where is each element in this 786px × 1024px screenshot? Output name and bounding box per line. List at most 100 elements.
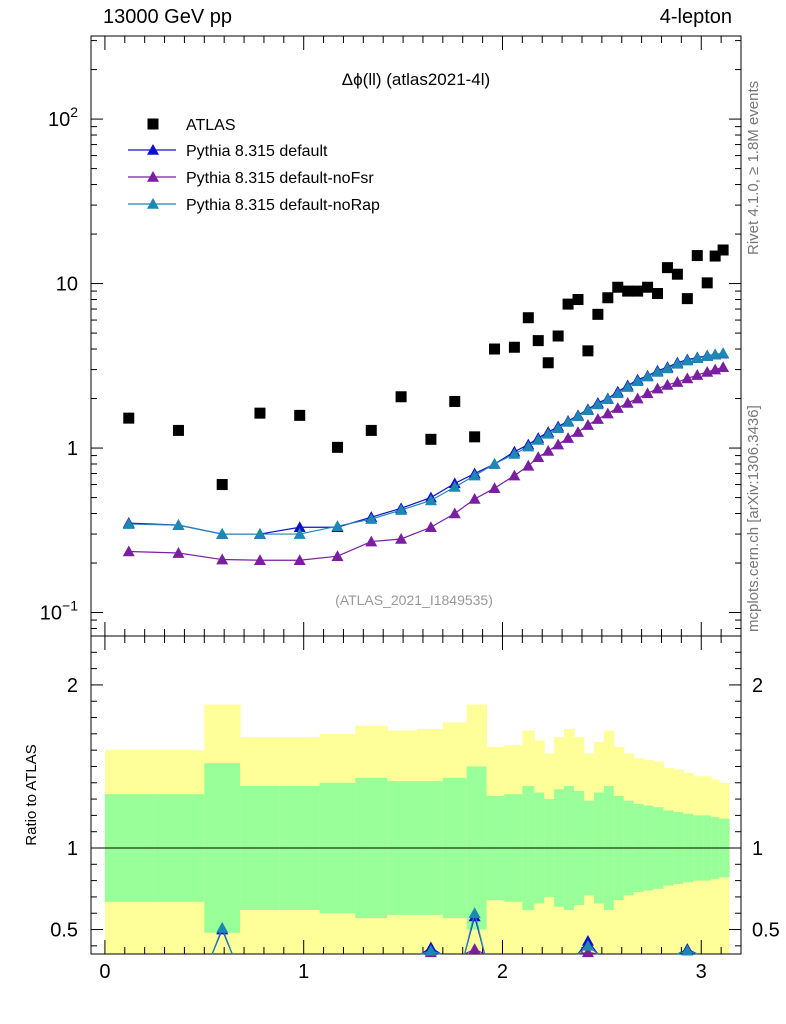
ratio-line: [464, 913, 476, 955]
data-point: [717, 244, 729, 256]
data-point: [488, 457, 501, 469]
x-axis: 0 1 2 3: [99, 36, 742, 983]
legend-marker: [147, 171, 159, 182]
ratio-y-tick-label: 1: [67, 838, 78, 860]
data-point: [701, 277, 713, 289]
ratio-y-tick-label-right: 0.5: [752, 920, 780, 942]
data-point: [395, 391, 407, 403]
x-tick-label: 3: [696, 961, 707, 983]
data-point: [122, 545, 135, 557]
data-point: [172, 519, 185, 530]
ratio-plot-frame: [90, 635, 742, 955]
data-point: [661, 262, 673, 274]
legend-marker: [147, 144, 159, 155]
data-point: [522, 312, 534, 324]
data-point: [709, 250, 721, 262]
data-point: [365, 424, 377, 436]
data-point: [468, 493, 481, 504]
data-point: [717, 347, 730, 358]
y-tick-label: 102: [48, 104, 78, 131]
data-point: [331, 550, 344, 562]
y-tick-label: 10−1: [40, 598, 78, 625]
x-tick-label: 1: [298, 961, 309, 983]
data-point: [365, 535, 378, 547]
ratio-uncertainty-bands: [104, 704, 730, 954]
ratio-y-tick-label-right: 2: [752, 675, 763, 697]
data-point: [425, 433, 437, 445]
data-point: [216, 553, 229, 565]
data-point: [621, 396, 634, 408]
ratio-point: [581, 946, 594, 958]
data-point: [508, 448, 521, 459]
data-point: [552, 330, 564, 342]
ratio-line: [474, 913, 486, 955]
data-point: [717, 361, 730, 373]
data-point: [449, 395, 461, 407]
legend-label: Pythia 8.315 default: [186, 143, 328, 160]
data-point: [642, 281, 654, 293]
analysis-watermark: (ATLAS_2021_I1849535): [335, 592, 493, 608]
legend: ATLAS Pythia 8.315 default Pythia 8.315 de…: [128, 117, 380, 214]
ratio-point: [468, 943, 481, 954]
data-point: [331, 520, 344, 531]
data-point: [671, 268, 683, 280]
data-point: [542, 444, 555, 456]
data-point: [123, 412, 135, 424]
ratio-point: [216, 921, 229, 933]
data-point: [293, 554, 306, 566]
legend-label: Pythia 8.315 default-noFsr: [186, 170, 374, 187]
data-point: [652, 288, 664, 300]
data-point: [582, 345, 594, 357]
data-point: [424, 521, 437, 533]
data-point: [542, 427, 555, 439]
legend-marker: [147, 118, 159, 130]
data-point: [641, 370, 654, 382]
data-point: [448, 480, 461, 492]
x-tick-label: 0: [99, 961, 110, 983]
x-tick-label: 2: [497, 961, 508, 983]
data-point: [611, 402, 624, 413]
series-noFsr: [122, 361, 730, 566]
data-point: [522, 440, 535, 452]
data-point: [641, 387, 654, 399]
ratio-markers-noRap: [211, 907, 698, 956]
y-tick-label: 10: [56, 274, 78, 296]
data-point: [681, 293, 693, 305]
ratio-y-tick-label-right: 1: [752, 838, 763, 860]
ratio-y-tick-label: 0.5: [50, 920, 78, 942]
data-point: [552, 422, 565, 434]
data-point: [691, 369, 704, 380]
data-point: [331, 441, 343, 453]
plot-title: Δϕ(ll) (atlas2021-4l): [342, 70, 490, 89]
data-point: [661, 362, 674, 374]
data-point: [601, 393, 614, 405]
data-point: [661, 378, 674, 390]
ratio-y-axis: 0.5 0.5 1 1 2 2 Ratio to ATLAS: [23, 651, 780, 947]
data-point: [681, 372, 694, 384]
data-point: [448, 507, 461, 519]
data-point: [572, 294, 584, 306]
data-point: [122, 518, 135, 529]
data-point: [253, 554, 266, 566]
y-tick-label: 1: [67, 438, 78, 460]
main-y-axis: 10−1 1 10 102: [40, 40, 741, 629]
data-point: [552, 438, 565, 450]
ratio-point: [468, 907, 481, 919]
data-point: [601, 407, 614, 419]
data-point: [532, 433, 545, 445]
data-point: [621, 381, 634, 392]
ratio-point: [681, 944, 694, 956]
data-point: [581, 404, 594, 415]
data-point: [542, 357, 554, 369]
data-point: [651, 365, 664, 377]
data-point: [572, 426, 585, 437]
data-point: [671, 376, 684, 387]
data-point: [508, 341, 520, 353]
data-point: [395, 504, 408, 515]
data-point: [365, 513, 378, 524]
data-point: [468, 469, 481, 481]
series-atlas: [123, 244, 729, 491]
data-point: [216, 479, 228, 491]
data-point: [591, 398, 604, 410]
data-point: [651, 382, 664, 394]
